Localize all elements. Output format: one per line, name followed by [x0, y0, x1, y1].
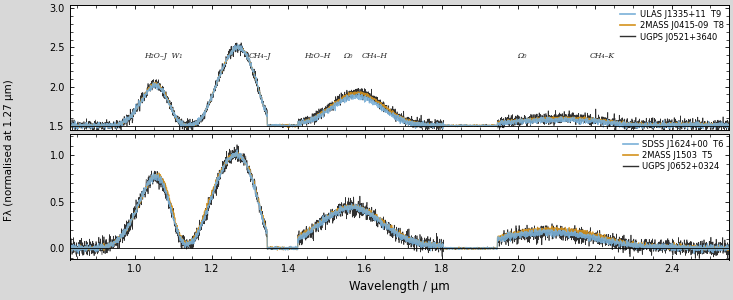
Legend: SDSS J1624+00  T6, 2MASS J1503  T5, UGPS J0652+0324: SDSS J1624+00 T6, 2MASS J1503 T5, UGPS J… [621, 139, 725, 173]
Legend: ULAS J1335+11  T9, 2MASS J0415-09  T8, UGPS J0521+3640: ULAS J1335+11 T9, 2MASS J0415-09 T8, UGP… [619, 9, 725, 43]
X-axis label: Wavelength / μm: Wavelength / μm [349, 280, 450, 293]
Text: H₂O–J  W₁: H₂O–J W₁ [144, 52, 183, 60]
Text: Fλ (normalised at 1.27 μm): Fλ (normalised at 1.27 μm) [4, 79, 14, 221]
Text: Ω₀: Ω₀ [343, 52, 353, 60]
Text: CH₄–H: CH₄–H [361, 52, 388, 60]
Text: CH₄–J: CH₄–J [248, 52, 270, 60]
Text: CH₄–K: CH₄–K [590, 52, 615, 60]
Text: H₂O–H: H₂O–H [304, 52, 330, 60]
Text: Ω₀: Ω₀ [517, 52, 527, 60]
